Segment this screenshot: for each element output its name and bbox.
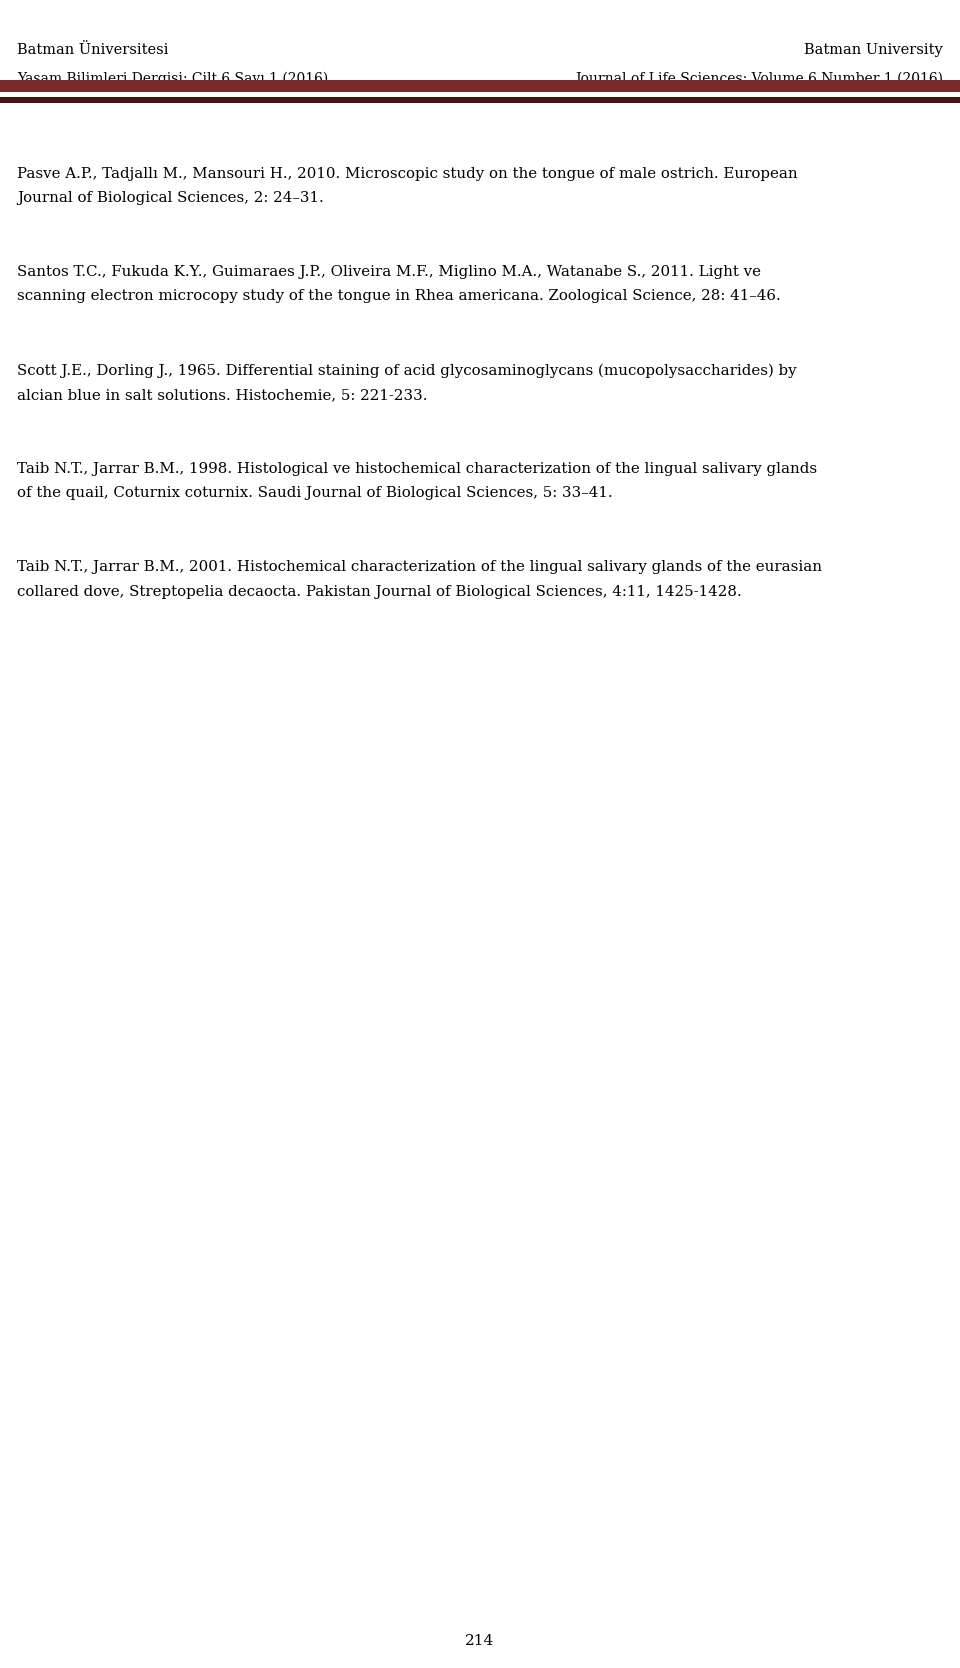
Text: Pasve A.P., Tadjallı M., Mansouri H., 2010. Microscopic study on the tongue of m: Pasve A.P., Tadjallı M., Mansouri H., 20…	[17, 167, 798, 180]
Bar	[0, 80, 960, 92]
Text: scanning electron microcopy study of the tongue in Rhea americana. Zoological Sc: scanning electron microcopy study of the…	[17, 290, 781, 304]
Text: Journal of Life Sciences; Volume 6 Number 1 (2016): Journal of Life Sciences; Volume 6 Numbe…	[575, 72, 943, 87]
Text: Taib N.T., Jarrar B.M., 2001. Histochemical characterization of the lingual sali: Taib N.T., Jarrar B.M., 2001. Histochemi…	[17, 560, 823, 574]
Text: Journal of Biological Sciences, 2: 24–31.: Journal of Biological Sciences, 2: 24–31…	[17, 190, 324, 205]
Text: Scott J.E., Dorling J., 1965. Differential staining of acid glycosaminoglycans (: Scott J.E., Dorling J., 1965. Differenti…	[17, 364, 797, 379]
Text: collared dove, Streptopelia decaocta. Pakistan Journal of Biological Sciences, 4: collared dove, Streptopelia decaocta. Pa…	[17, 584, 742, 599]
Text: alcian blue in salt solutions. Histochemie, 5: 221-233.: alcian blue in salt solutions. Histochem…	[17, 389, 428, 402]
Text: 214: 214	[466, 1635, 494, 1648]
Text: Yaşam Bilimleri Dergisi; Cilt 6 Sayı 1 (2016): Yaşam Bilimleri Dergisi; Cilt 6 Sayı 1 (…	[17, 72, 328, 87]
Text: Batman University: Batman University	[804, 43, 943, 57]
Text: Santos T.C., Fukuda K.Y., Guimaraes J.P., Oliveira M.F., Miglino M.A., Watanabe : Santos T.C., Fukuda K.Y., Guimaraes J.P.…	[17, 265, 761, 279]
Text: Taib N.T., Jarrar B.M., 1998. Histological ve histochemical characterization of : Taib N.T., Jarrar B.M., 1998. Histologic…	[17, 462, 817, 475]
Bar	[0, 97, 960, 103]
Text: Batman Üniversitesi: Batman Üniversitesi	[17, 43, 169, 57]
Text: of the quail, Coturnix coturnix. Saudi Journal of Biological Sciences, 5: 33–41.: of the quail, Coturnix coturnix. Saudi J…	[17, 485, 612, 500]
